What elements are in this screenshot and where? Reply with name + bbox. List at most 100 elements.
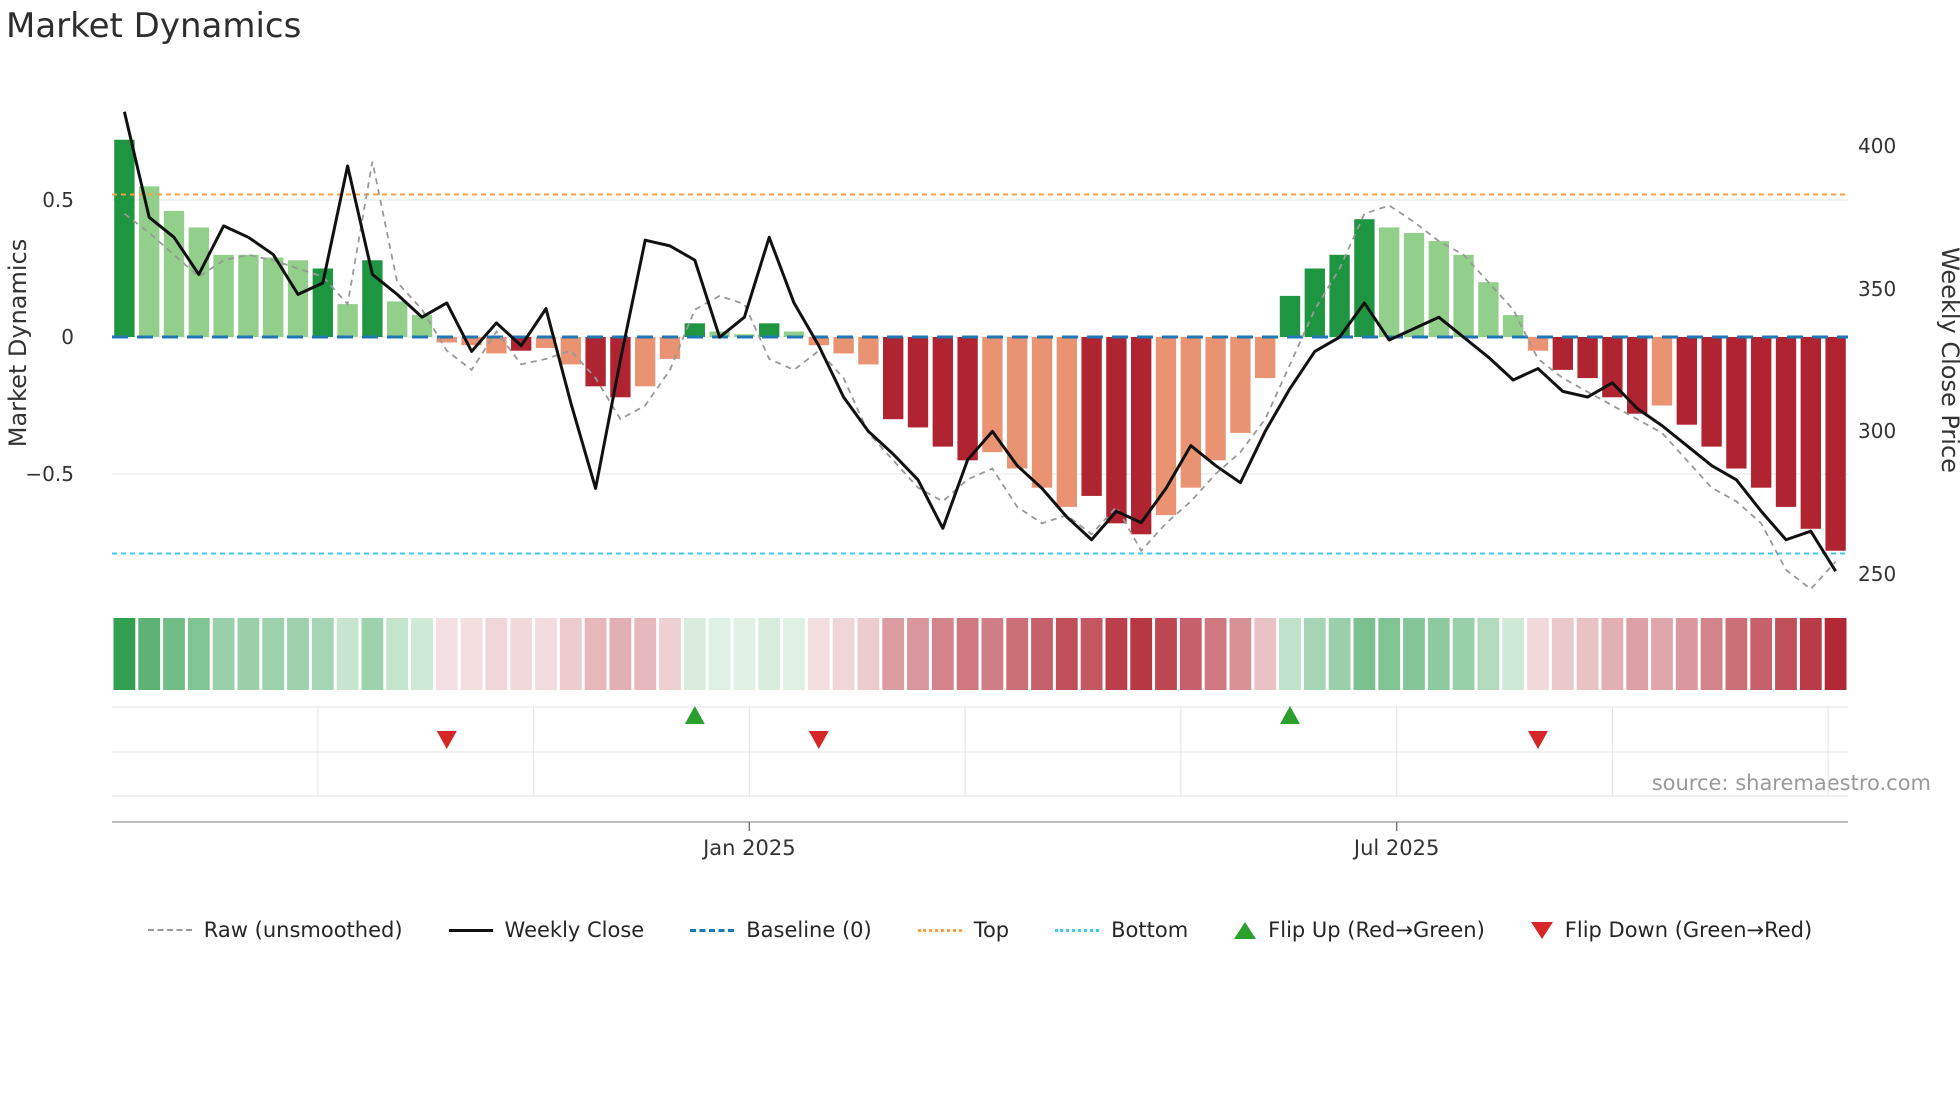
baseline-line-sample-icon [690, 928, 735, 932]
heatmap-cell [907, 618, 929, 690]
dynamics-bar [858, 337, 879, 365]
heatmap-cell [411, 618, 433, 690]
heatmap-cell [1403, 618, 1425, 690]
dynamics-bar [213, 254, 234, 337]
flip-up-marker [1280, 706, 1300, 724]
heatmap-cell [683, 618, 706, 690]
heatmap-cell [1551, 618, 1574, 690]
heatmap-cell [584, 618, 607, 690]
dynamics-bar [1775, 337, 1797, 507]
dynamics-bar [238, 254, 259, 337]
heatmap-cell [931, 618, 954, 690]
heatmap-cell [1055, 618, 1078, 690]
right-tick-250: 250 [1858, 562, 1896, 586]
flip-down-triangle-icon [1530, 921, 1553, 939]
heatmap-cell [1651, 618, 1673, 690]
dynamics-bar [1081, 337, 1102, 496]
heatmap-cell [510, 618, 533, 690]
heatmap-cell [1502, 618, 1525, 690]
heatmap-cell [386, 618, 409, 690]
heatmap-cell [708, 618, 731, 690]
dynamics-bar [883, 337, 904, 420]
heatmap-cell [981, 618, 1004, 690]
heatmap-cell [807, 618, 830, 690]
heatmap-cell [1130, 618, 1153, 690]
weekly-close-line [122, 111, 1837, 572]
dynamics-bar [635, 337, 656, 387]
dynamics-bar [1701, 337, 1722, 447]
heatmap-cell [1328, 618, 1351, 690]
heatmap-cell [1080, 618, 1103, 690]
dynamics-bar [1379, 227, 1400, 337]
x-tick-label: Jul 2025 [1352, 836, 1439, 860]
heatmap-cell [262, 618, 285, 690]
heatmap-cell [485, 618, 508, 690]
legend-item-flip-down: Flip Down (Green→Red) [1530, 918, 1813, 942]
left-tick-0_5: 0.5 [42, 188, 74, 212]
raw-line [123, 161, 1837, 591]
weekly-close-line-sample-icon [448, 928, 493, 932]
heatmap-cell [336, 618, 359, 690]
heatmap-cell [237, 618, 260, 690]
heatmap-cell [1700, 618, 1723, 690]
heatmap-cell [733, 618, 756, 690]
dynamics-bar [1527, 337, 1549, 351]
heatmap-cell [1750, 618, 1773, 690]
dynamics-bar [957, 337, 978, 461]
dynamics-bar [907, 337, 929, 428]
dynamics-bar [1056, 337, 1077, 507]
dynamics-bar [759, 323, 780, 337]
dynamics-bar [1131, 337, 1152, 535]
dynamics-bar [387, 301, 408, 337]
dynamics-bar [1751, 337, 1772, 488]
heatmap-cell [1576, 618, 1599, 690]
right-tick-300: 300 [1858, 419, 1896, 443]
heatmap-cell [113, 618, 136, 690]
legend-label-baseline: Baseline (0) [746, 918, 872, 942]
dynamics-bar [337, 304, 358, 337]
left-tick-neg0_5: −0.5 [25, 462, 74, 486]
legend-item-raw: Raw (unsmoothed) [147, 918, 403, 942]
left-tick-0: 0 [61, 325, 74, 349]
flip-up-triangle-icon [1234, 921, 1257, 939]
legend-label-weekly-close: Weekly Close [504, 918, 645, 942]
dynamics-bar [659, 337, 681, 359]
dynamics-bar [436, 337, 457, 343]
heatmap-cell [1279, 618, 1301, 690]
heatmap-cell [361, 618, 384, 690]
heatmap-cell [634, 618, 657, 690]
top-line-sample-icon [917, 928, 962, 932]
y-axis-label-left: Market Dynamics [4, 239, 32, 447]
heatmap-cell [832, 618, 855, 690]
legend-item-flip-up: Flip Up (Red→Green) [1234, 918, 1485, 942]
heatmap-cell [435, 618, 458, 690]
flip-down-marker [1528, 731, 1548, 749]
dynamics-bar [1230, 337, 1251, 433]
heatmap-cell [311, 618, 334, 690]
heatmap-cell [882, 618, 905, 690]
dynamics-bar [833, 337, 854, 354]
heatmap-cell [187, 618, 210, 690]
dynamics-bar [1651, 337, 1673, 406]
dynamics-bar [1155, 337, 1177, 516]
dynamics-bar [1552, 337, 1573, 370]
dynamics-bar [1403, 232, 1425, 337]
heatmap-cell [1229, 618, 1252, 690]
legend-label-flip-up: Flip Up (Red→Green) [1268, 918, 1485, 942]
heatmap-cell [1303, 618, 1326, 690]
dynamics-bar [684, 323, 705, 337]
dynamics-bar [783, 331, 805, 337]
heatmap-cell [1675, 618, 1698, 690]
legend-item-baseline: Baseline (0) [690, 918, 872, 942]
heatmap-cell [163, 618, 185, 690]
legend-label-flip-down: Flip Down (Green→Red) [1564, 918, 1813, 942]
legend-item-bottom: Bottom [1055, 918, 1188, 942]
dynamics-bar [1627, 337, 1648, 414]
dynamics-bar [560, 337, 581, 365]
heatmap-cell [1031, 618, 1053, 690]
flip-down-marker [808, 731, 829, 749]
heatmap-cell [758, 618, 781, 690]
heatmap-cell [1204, 618, 1227, 690]
dynamics-bar [808, 337, 829, 346]
